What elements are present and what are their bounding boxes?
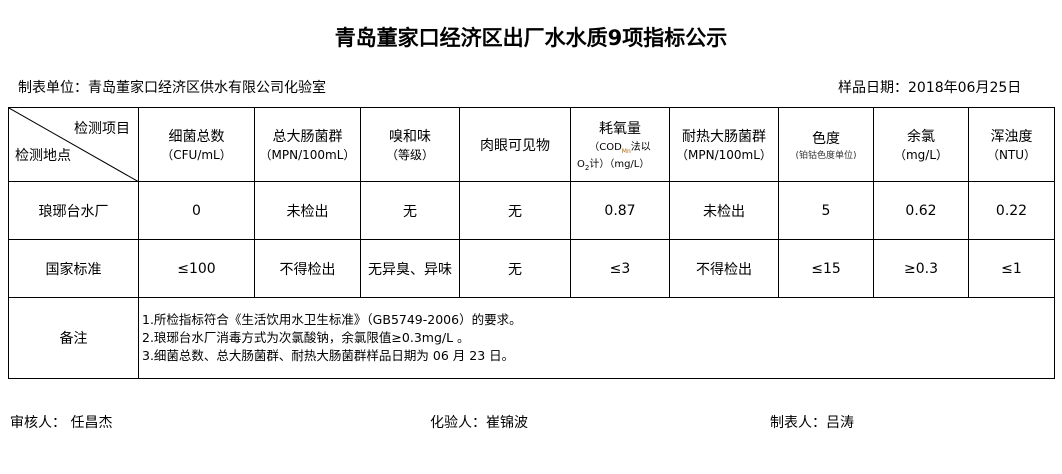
- header-bacteria: 细菌总数 （CFU/mL）: [138, 107, 255, 182]
- site-cell: 国家标准: [8, 239, 139, 298]
- note-line: 2.琅琊台水厂消毒方式为次氯酸钠，余氯限值≥0.3mg/L 。: [142, 330, 470, 345]
- value-cell: ≤100: [138, 239, 255, 298]
- value-cell: 0.22: [968, 181, 1055, 240]
- value-cell: ≤1: [968, 239, 1055, 298]
- header-coliform: 总大肠菌群 （MPN/100mL）: [254, 107, 361, 182]
- value-cell: ≤3: [570, 239, 670, 298]
- page-title: 青岛董家口经济区出厂水水质9项指标公示: [334, 26, 728, 50]
- notes-content: 1.所检指标符合《生活饮用水卫生标准》（GB5749-2006）的要求。 2.琅…: [138, 297, 1055, 379]
- header-visible: 肉眼可见物: [459, 107, 571, 182]
- prepared-by-unit: 制表单位：青岛董家口经济区供水有限公司化验室: [18, 80, 326, 96]
- value-cell: 5: [778, 181, 874, 240]
- value-cell: 0.87: [570, 181, 670, 240]
- value-cell: 未检出: [254, 181, 361, 240]
- value-cell: 不得检出: [254, 239, 361, 298]
- header-thermo-coliform: 耐热大肠菌群 （MPN/100mL）: [669, 107, 779, 182]
- table-maker: 制表人：吕涛: [770, 415, 854, 431]
- value-cell: ≤15: [778, 239, 874, 298]
- note-line: 3.细菌总数、总大肠菌群、耐热大肠菌群样品日期为 06 月 23 日。: [142, 348, 515, 363]
- value-cell: 0: [138, 181, 255, 240]
- value-cell: 无异臭、异味: [360, 239, 460, 298]
- corner-bottom-label: 检测地点: [15, 148, 71, 164]
- table-row: 国家标准 ≤100 不得检出 无异臭、异味 无 ≤3 不得检出 ≤15 ≥0.3…: [8, 239, 1055, 298]
- value-cell: 无: [459, 239, 571, 298]
- site-cell: 琅琊台水厂: [8, 181, 139, 240]
- reviewer: 审核人： 任昌杰: [10, 415, 113, 431]
- notes-row: 备注 1.所检指标符合《生活饮用水卫生标准》（GB5749-2006）的要求。 …: [8, 297, 1055, 379]
- value-cell: 不得检出: [669, 239, 779, 298]
- sample-date: 样品日期：2018年06月25日: [838, 80, 1022, 96]
- header-chlorine: 余氯 （mg/L）: [873, 107, 969, 182]
- header-cod: 耗氧量 （CODMn法以 O2计）（mg/L）: [570, 107, 670, 182]
- note-line: 1.所检指标符合《生活饮用水卫生标准》（GB5749-2006）的要求。: [142, 312, 522, 327]
- tester: 化验人：崔锦波: [430, 415, 528, 431]
- corner-top-label: 检测项目: [74, 121, 130, 137]
- water-quality-table: 检测项目 检测地点 细菌总数 （CFU/mL） 总大肠菌群 （MPN/100mL） …: [8, 107, 1055, 379]
- notes-label: 备注: [8, 297, 139, 379]
- table-row: 琅琊台水厂 0 未检出 无 无 0.87 未检出 5 0.62 0.22: [8, 181, 1055, 240]
- header-odor: 嗅和味 （等级）: [360, 107, 460, 182]
- diagonal-line: [9, 108, 139, 182]
- header-turbidity: 浑浊度 （NTU）: [968, 107, 1055, 182]
- value-cell: 无: [360, 181, 460, 240]
- value-cell: 未检出: [669, 181, 779, 240]
- header-color: 色度 (铂钴色度单位): [778, 107, 874, 182]
- value-cell: 0.62: [873, 181, 969, 240]
- corner-header: 检测项目 检测地点: [8, 107, 139, 182]
- value-cell: ≥0.3: [873, 239, 969, 298]
- value-cell: 无: [459, 181, 571, 240]
